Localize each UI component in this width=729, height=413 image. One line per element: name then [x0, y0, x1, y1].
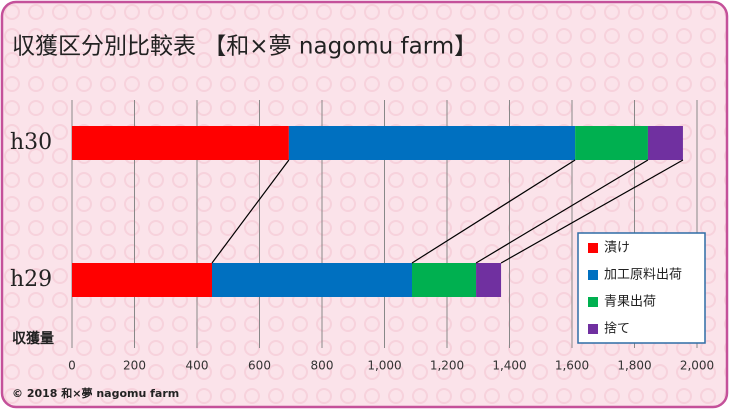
- bar: [575, 126, 648, 160]
- legend-label: 漬け: [604, 241, 630, 256]
- x-tick-label: 1,800: [617, 359, 651, 373]
- legend-swatch: [588, 243, 598, 253]
- bar: [288, 126, 576, 160]
- x-tick-label: 2,000: [680, 359, 714, 373]
- legend-label: 加工原料出荷: [604, 268, 682, 283]
- legend-box: [577, 232, 706, 344]
- bar: [72, 263, 212, 297]
- connector-line: [411, 159, 576, 264]
- x-tick-label: 0: [68, 359, 76, 373]
- y-tick-label: h29: [10, 267, 52, 292]
- x-tick-label: 800: [311, 359, 334, 373]
- bar: [647, 126, 683, 160]
- legend-swatch: [588, 297, 598, 307]
- x-tick-label: 1,200: [430, 359, 464, 373]
- bar: [476, 263, 502, 297]
- chart-title: 収獲区分別比較表 【和×夢 nagomu farm】: [12, 34, 477, 60]
- legend-label: 捨て: [604, 321, 630, 337]
- bar: [412, 263, 477, 297]
- legend-swatch: [588, 324, 598, 334]
- footer: © 2018 和×夢 nagomu farm: [12, 386, 179, 400]
- x-axis-label: 収獲量: [12, 330, 54, 347]
- connector-line: [475, 159, 649, 264]
- connector-line: [211, 159, 290, 264]
- x-tick-label: 1,400: [492, 359, 526, 373]
- x-tick-label: 1,600: [555, 359, 589, 373]
- x-tick-label: 600: [248, 359, 271, 373]
- x-tick-label: 400: [186, 359, 209, 373]
- bar: [72, 126, 289, 160]
- x-tick-label: 1,000: [367, 359, 401, 373]
- bar: [212, 263, 412, 297]
- x-tick-label: 200: [123, 359, 146, 373]
- legend-swatch: [588, 270, 598, 280]
- connector-line: [500, 159, 684, 264]
- y-tick-label: h30: [10, 130, 52, 155]
- legend-label: 青果出荷: [604, 295, 656, 310]
